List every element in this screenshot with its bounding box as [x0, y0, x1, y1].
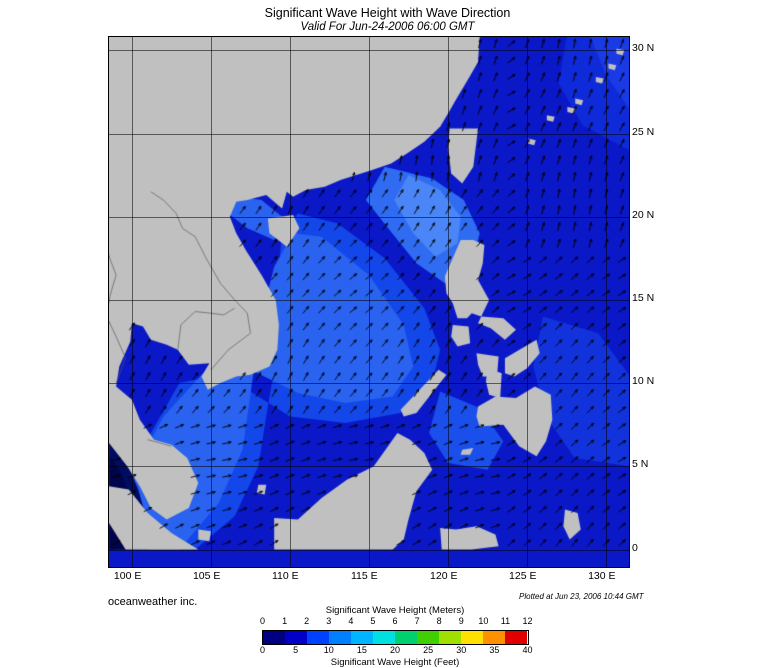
colorbar-tick-feet: 0	[259, 645, 266, 655]
colorbar-tick-feet: 40	[522, 645, 533, 655]
colorbar-ticks-feet: 0 5 10 15 20 25 30 35 40	[259, 645, 533, 657]
colorbar-cell	[328, 631, 351, 644]
colorbar-tick-meters: 5	[370, 616, 376, 626]
colorbar-cell	[350, 631, 373, 644]
colorbar-tick-meters: 3	[326, 616, 332, 626]
colorbar-gradient	[261, 630, 529, 645]
colorbar-tick-meters: 0	[259, 616, 266, 626]
gridline-lat	[109, 466, 629, 468]
gridline-lat	[109, 216, 629, 218]
colorbar-cell	[483, 631, 506, 644]
colorbar-tick-meters: 11	[500, 616, 511, 626]
colorbar-tick-meters: 7	[414, 616, 420, 626]
axis-tick-lon: 130 E	[588, 570, 616, 582]
colorbar-tick-feet: 5	[293, 645, 299, 655]
colorbar-tick-meters: 4	[348, 616, 354, 626]
colorbar-tick-meters: 10	[478, 616, 489, 626]
colorbar-cell	[306, 631, 329, 644]
colorbar-cell	[505, 631, 528, 644]
colorbar-cell	[439, 631, 462, 644]
colorbar-cell	[262, 631, 285, 644]
axis-tick-lat: 25 N	[632, 125, 655, 138]
colorbar-tick-meters: 6	[392, 616, 398, 626]
axis-tick-lat: 10 N	[632, 375, 655, 388]
colorbar-cell	[417, 631, 440, 644]
colorbar-ticks-meters: 0 1 2 3 4 5 6 7 8 9 10 11 12	[259, 616, 533, 628]
gridline-lon	[210, 37, 212, 567]
axis-tick-lat: 30 N	[632, 42, 655, 55]
colorbar-cell	[372, 631, 395, 644]
gridline-lat	[109, 299, 629, 301]
colorbar-tick-meters: 2	[304, 616, 310, 626]
axis-tick-lon: 105 E	[192, 570, 221, 582]
page-title: Significant Wave Height with Wave Direct…	[264, 6, 511, 20]
axis-tick-lat: 20 N	[632, 208, 655, 221]
gridline-lat	[109, 549, 629, 551]
wave-height-map	[108, 36, 630, 568]
colorbar-tick-meters: 9	[458, 616, 464, 626]
axis-tick-lat: 5 N	[632, 458, 649, 471]
gridline-lat	[109, 383, 629, 385]
credit-oceanweather: oceanweather inc.	[108, 596, 198, 608]
gridline-lat	[109, 50, 629, 52]
axis-tick-lon: 115 E	[351, 570, 378, 582]
colorbar-title-meters: Significant Wave Height (Meters)	[325, 605, 465, 616]
colorbar-tick-meters: 8	[436, 616, 442, 626]
colorbar-tick-meters: 12	[522, 616, 533, 626]
colorbar-tick-feet: 35	[489, 645, 500, 655]
colorbar-cell	[461, 631, 484, 644]
gridline-lon	[369, 37, 370, 567]
colorbar-tick-meters: 1	[282, 616, 288, 626]
credit-plotted-at: Plotted at Jun 23, 2006 10:44 GMT	[519, 592, 644, 601]
gridline-lon	[131, 37, 133, 567]
gridline-lat	[109, 133, 629, 135]
colorbar-cell	[284, 631, 307, 644]
axis-tick-lon: 110 E	[271, 570, 299, 582]
gridline-lon	[448, 37, 450, 567]
gridline-lon	[606, 37, 608, 567]
gridline-lon	[289, 37, 291, 567]
page-subtitle: Valid For Jun-24-2006 06:00 GMT	[300, 21, 475, 33]
colorbar-title-feet: Significant Wave Height (Feet)	[330, 657, 460, 668]
axis-tick-lon: 100 E	[113, 570, 142, 582]
axis-tick-lon: 120 E	[430, 570, 458, 582]
colorbar-cell	[394, 631, 418, 644]
axis-tick-lat: 15 N	[632, 291, 655, 304]
colorbar-tick-feet: 20	[389, 645, 401, 655]
axis-tick-lon: 125 E	[509, 570, 537, 582]
colorbar-tick-feet: 30	[456, 645, 467, 655]
axis-tick-lat: 0	[632, 541, 638, 554]
colorbar-tick-feet: 15	[356, 645, 367, 655]
gridline-lon	[527, 37, 529, 567]
colorbar-tick-feet: 10	[323, 645, 334, 655]
colorbar-tick-feet: 25	[423, 645, 434, 655]
